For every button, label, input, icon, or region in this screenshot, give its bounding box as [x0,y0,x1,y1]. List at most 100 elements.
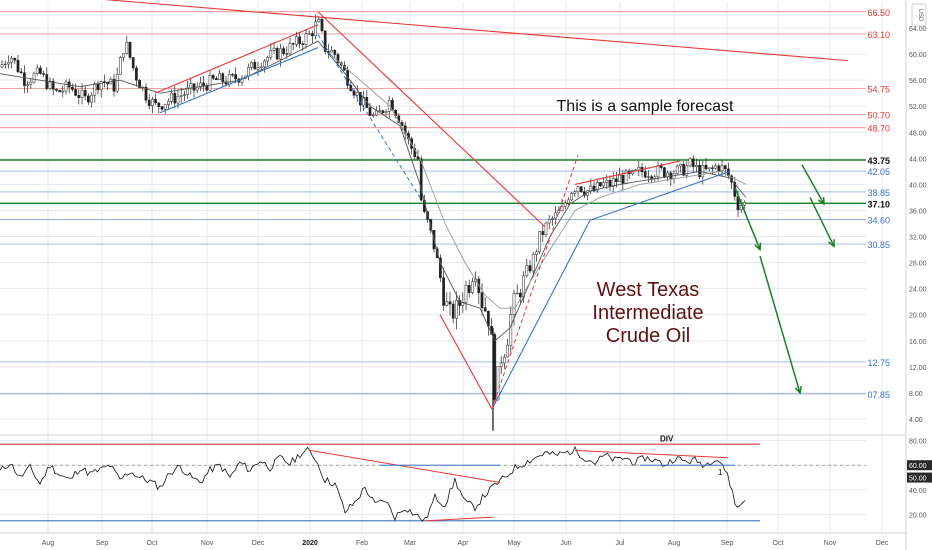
candle-body [19,71,23,73]
candle-body [704,164,708,170]
candle-body [48,80,52,89]
candle-body [464,285,468,303]
candle-body [503,356,506,364]
candle-body [147,99,151,106]
candle-body [119,57,122,75]
candle-body [215,78,218,81]
candle-body [573,191,577,194]
candle-body [448,301,452,305]
forecast-arrow-shaft [759,255,801,394]
price-tick-label: 44.00 [909,156,927,163]
candle-body [135,67,138,81]
candle-body [221,73,225,83]
candle-body [314,21,317,37]
candle-body [51,80,55,90]
time-tick-label: Dec [252,540,265,547]
rsi-tick-label: 20.00 [909,513,927,520]
candle-body [592,185,596,192]
candle-body [496,366,500,401]
candle-body [685,165,689,176]
ma-slow-line [329,53,747,309]
time-tick-label: Sep [721,540,734,547]
forecast-arrow-head [794,385,802,395]
candle-body [39,67,42,74]
candle-body [202,82,205,87]
candle-body [42,73,45,75]
candle-body [512,293,516,315]
candle-body [320,19,324,32]
candle-body [400,122,404,126]
level-label: 50.70 [867,111,890,121]
candle-body [291,43,295,45]
candle-body [256,67,260,70]
candle-body [682,164,685,176]
time-tick-label: Feb [356,540,368,547]
candle-body [439,257,442,279]
candle-body [163,104,167,110]
candle-body [298,36,301,44]
candle-body [579,186,583,192]
candle-body [544,222,548,235]
rsi-value-badge [907,472,932,483]
rsi-tick-label: 80.00 [909,438,927,445]
candle-body [247,67,250,77]
candle-body [336,54,340,63]
candle-body [493,334,497,401]
candle-body [138,80,141,89]
candle-body [0,64,4,68]
candle-body [282,48,285,54]
candle-body [170,92,173,102]
candle-body [499,362,503,367]
candle-body [288,43,292,55]
candle-body [371,114,375,117]
level-label: 37.10 [867,199,890,209]
forecast-arrow-shaft [801,164,825,205]
candle-body [58,90,61,93]
candle-body [378,110,381,112]
candle-body [157,102,161,107]
forecast-arrows [734,164,835,395]
candle-body [368,107,372,116]
candle-body [643,171,647,178]
level-label: 38.85 [867,188,890,198]
level-label: 63.10 [867,30,890,40]
candle-body [570,193,573,201]
candle-body [618,174,621,182]
currency-badge [911,3,927,27]
candle-body [554,212,557,219]
rsi-tick-label: 40.00 [909,488,927,495]
price-tick-label: 24.00 [909,287,927,294]
candle-body [717,165,721,172]
candle-body [602,182,605,187]
price-tick-label: 20.00 [909,313,927,320]
rsi-trendline [309,449,501,483]
candle-body [272,47,276,51]
candle-body [173,92,177,104]
candle-body [131,57,135,69]
candle-body [480,292,484,308]
candle-body [263,60,266,68]
price-tick-label: 64.00 [909,26,927,33]
candle-body [128,41,132,58]
candle-body [317,19,321,23]
candle-body [205,85,209,91]
rsi-divergence-label: DIV [660,435,674,444]
candle-body [179,95,183,97]
candle-body [467,285,471,293]
price-axis-background [906,0,932,550]
price-tick-label: 8.00 [909,391,923,398]
candle-body [525,265,529,277]
candle-body [234,74,237,80]
time-tick-label: Aug [668,540,681,547]
candle-body [547,219,551,224]
rsi-value-badge-label: 50.00 [909,476,927,483]
trendline [154,24,319,94]
rsi-value-badge [907,460,932,471]
candle-body [29,81,33,85]
candle-body [301,43,305,45]
candle-body [416,156,420,160]
candle-body [659,165,663,168]
candle-body [144,86,148,101]
candle-body [208,75,212,91]
candle-body [359,92,362,106]
